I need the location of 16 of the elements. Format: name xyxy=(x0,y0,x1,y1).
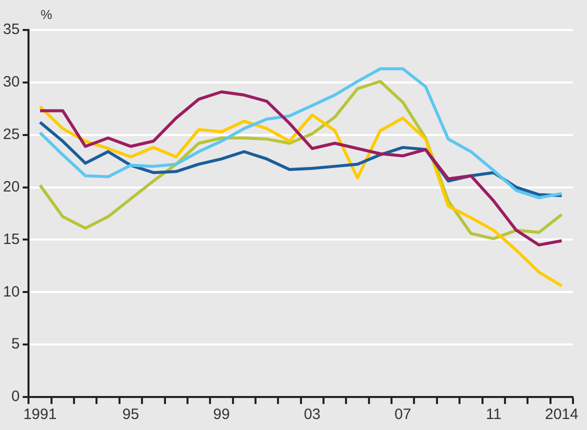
x-tick-label: 11 xyxy=(486,406,502,424)
y-tick-label: 35 xyxy=(2,21,20,38)
y-tick-label: 10 xyxy=(2,283,20,300)
x-tick-label: 2014 xyxy=(544,406,578,424)
y-tick-label: 30 xyxy=(2,74,20,91)
y-tick-label: 25 xyxy=(2,126,20,143)
y-tick-label: 5 xyxy=(11,336,20,353)
x-tick-label: 99 xyxy=(213,406,230,424)
x-tick-label: 03 xyxy=(304,406,321,424)
y-tick-label: 15 xyxy=(2,230,20,248)
y-axis-title: % xyxy=(40,7,53,22)
x-tick-label: 07 xyxy=(394,406,412,424)
x-tick-label: 95 xyxy=(122,406,140,424)
y-tick-label: 20 xyxy=(2,178,20,196)
x-tick-label: 1991 xyxy=(23,406,57,424)
y-tick-label: 0 xyxy=(11,388,20,406)
